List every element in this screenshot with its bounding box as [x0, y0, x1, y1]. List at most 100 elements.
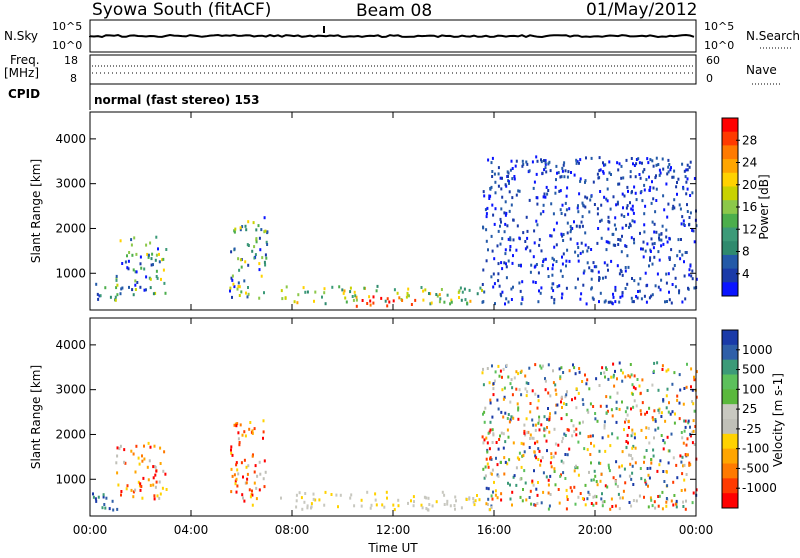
data-cell [258, 460, 261, 464]
data-cell [540, 158, 542, 162]
data-cell [647, 505, 650, 509]
data-cell [610, 497, 613, 501]
data-cell [602, 170, 605, 174]
data-cell [511, 167, 514, 170]
data-cell [116, 283, 119, 287]
data-cell [647, 484, 649, 488]
data-cell [540, 459, 542, 463]
data-cell [647, 473, 650, 477]
data-cell [686, 210, 689, 213]
data-cell [562, 239, 565, 242]
data-cell [533, 450, 536, 454]
data-cell [536, 223, 539, 227]
data-cell [624, 481, 627, 485]
data-cell [551, 282, 554, 286]
data-cell [645, 178, 648, 182]
data-cell [627, 426, 630, 429]
data-cell [246, 295, 249, 299]
data-cell [235, 424, 238, 428]
data-cell [231, 295, 233, 299]
data-cell [625, 223, 628, 227]
data-cell [565, 208, 568, 212]
data-cell [152, 483, 155, 487]
data-cell [530, 502, 533, 506]
data-cell [260, 228, 263, 232]
data-cell [509, 483, 511, 487]
data-cell [672, 267, 675, 271]
data-cell [266, 243, 269, 246]
data-cell [532, 186, 535, 190]
data-cell [438, 300, 441, 304]
data-cell [624, 420, 626, 424]
data-cell [667, 170, 670, 174]
data-cell [249, 421, 252, 424]
data-cell [239, 258, 242, 262]
data-cell [344, 296, 347, 300]
data-cell [562, 471, 565, 475]
data-cell [634, 387, 637, 391]
data-cell [151, 252, 154, 256]
data-cell [164, 472, 167, 476]
x-tick-label: 08:00 [275, 523, 310, 537]
data-cell [643, 188, 646, 192]
data-cell [505, 297, 508, 301]
data-cell [603, 420, 606, 424]
data-cell [517, 406, 520, 410]
data-cell [521, 499, 524, 503]
data-cell [547, 483, 550, 487]
data-cell [659, 288, 662, 292]
data-cell [599, 404, 602, 408]
data-cell [495, 456, 497, 460]
data-cell [598, 276, 601, 279]
data-cell [440, 288, 443, 291]
data-cell [558, 189, 561, 193]
data-cell [554, 483, 557, 487]
data-cell [687, 419, 690, 423]
data-cell [517, 417, 520, 421]
data-cell [497, 262, 500, 266]
colorbar-swatch [722, 213, 738, 229]
data-cell [666, 215, 669, 219]
colorbar-swatch [722, 227, 738, 242]
data-cell [606, 263, 609, 267]
data-cell [443, 503, 446, 506]
data-cell [543, 427, 546, 431]
data-cell [562, 402, 565, 406]
data-cell [609, 300, 612, 304]
data-cell [690, 385, 692, 389]
data-cell [158, 252, 160, 256]
data-cell [524, 374, 527, 378]
data-cell [559, 175, 562, 179]
data-cell [485, 215, 488, 219]
data-cell [626, 185, 629, 189]
data-cell [612, 295, 615, 299]
data-cell [579, 177, 582, 181]
data-cell [633, 241, 636, 245]
data-cell [660, 434, 663, 437]
data-cell [522, 231, 525, 235]
data-cell [598, 278, 600, 282]
data-cell [446, 293, 449, 297]
data-cell [115, 286, 118, 290]
data-cell [559, 375, 562, 379]
data-cell [643, 294, 646, 298]
data-cell [635, 499, 638, 503]
data-cell [552, 455, 555, 459]
data-cell [512, 238, 515, 242]
data-cell [632, 499, 635, 502]
velocity-ylabel: Slant Range [km] [29, 365, 43, 469]
data-cell [643, 460, 645, 464]
data-cell [253, 245, 256, 249]
data-cell [486, 441, 489, 445]
data-cell [666, 387, 669, 391]
data-cell [124, 260, 127, 264]
data-cell [157, 247, 159, 251]
data-cell [490, 494, 493, 498]
data-cell [630, 454, 632, 457]
data-cell [482, 268, 485, 272]
data-cell [571, 398, 573, 402]
data-cell [159, 462, 162, 465]
data-cell [612, 292, 614, 296]
x-tick-label: 00:00 [679, 523, 714, 537]
data-cell [624, 269, 627, 273]
